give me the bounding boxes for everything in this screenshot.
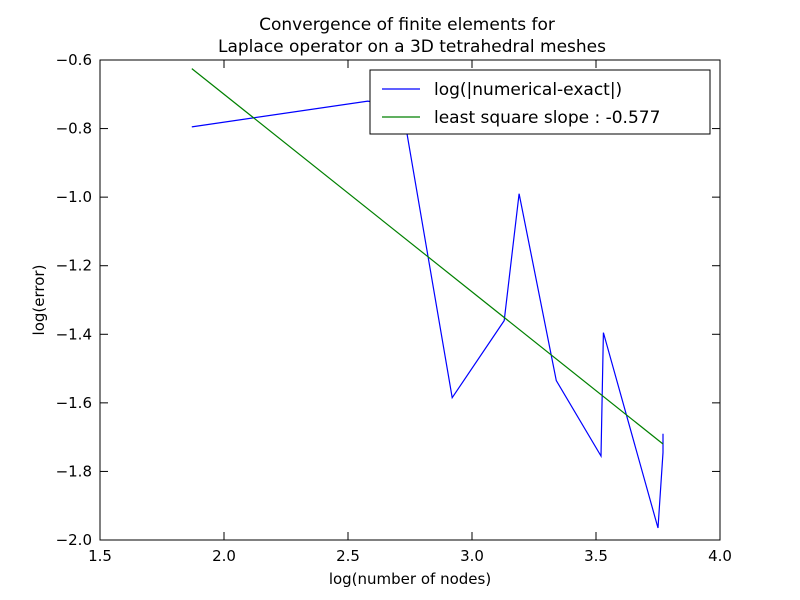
y-tick-label: −0.8: [56, 120, 92, 138]
x-tick-label: 3.5: [584, 547, 608, 565]
chart-title-line-2: Laplace operator on a 3D tetrahedral mes…: [218, 37, 606, 57]
legend-box: [369, 69, 711, 135]
x-tick-label: 2.0: [212, 547, 236, 565]
x-tick-label: 4.0: [708, 547, 732, 565]
legend: log(|numerical-exact|) least square slop…: [369, 69, 711, 135]
plot-frame: [99, 59, 721, 541]
y-tick-label: −1.6: [56, 394, 92, 412]
y-tick-label: −1.2: [56, 257, 92, 275]
legend-label-least-square: least square slope : -0.577: [434, 108, 660, 128]
legend-label-numerical-error: log(|numerical-exact|): [434, 80, 622, 100]
x-tick-label: 3.0: [460, 547, 484, 565]
ticks-layer: 1.5 2.0 2.5 3.0 3.5 4.0 −2.0 −1.8 −1.6 −1.4 −1.2 −1…: [56, 51, 732, 565]
y-tick-label: −1.0: [56, 188, 92, 206]
series-line-1: [191, 68, 664, 445]
y-tick-label: −1.4: [56, 325, 92, 343]
x-axis-label: log(number of nodes): [329, 570, 491, 588]
y-tick-label: −2.0: [56, 531, 92, 549]
y-axis-label: log(error): [30, 265, 48, 336]
y-tick-label: −1.8: [56, 462, 92, 480]
x-tick-label: 2.5: [336, 547, 360, 565]
y-tick-label: −0.6: [56, 51, 92, 69]
chart-title-line-1: Convergence of finite elements for: [259, 15, 555, 35]
x-tick-label: 1.5: [88, 547, 112, 565]
